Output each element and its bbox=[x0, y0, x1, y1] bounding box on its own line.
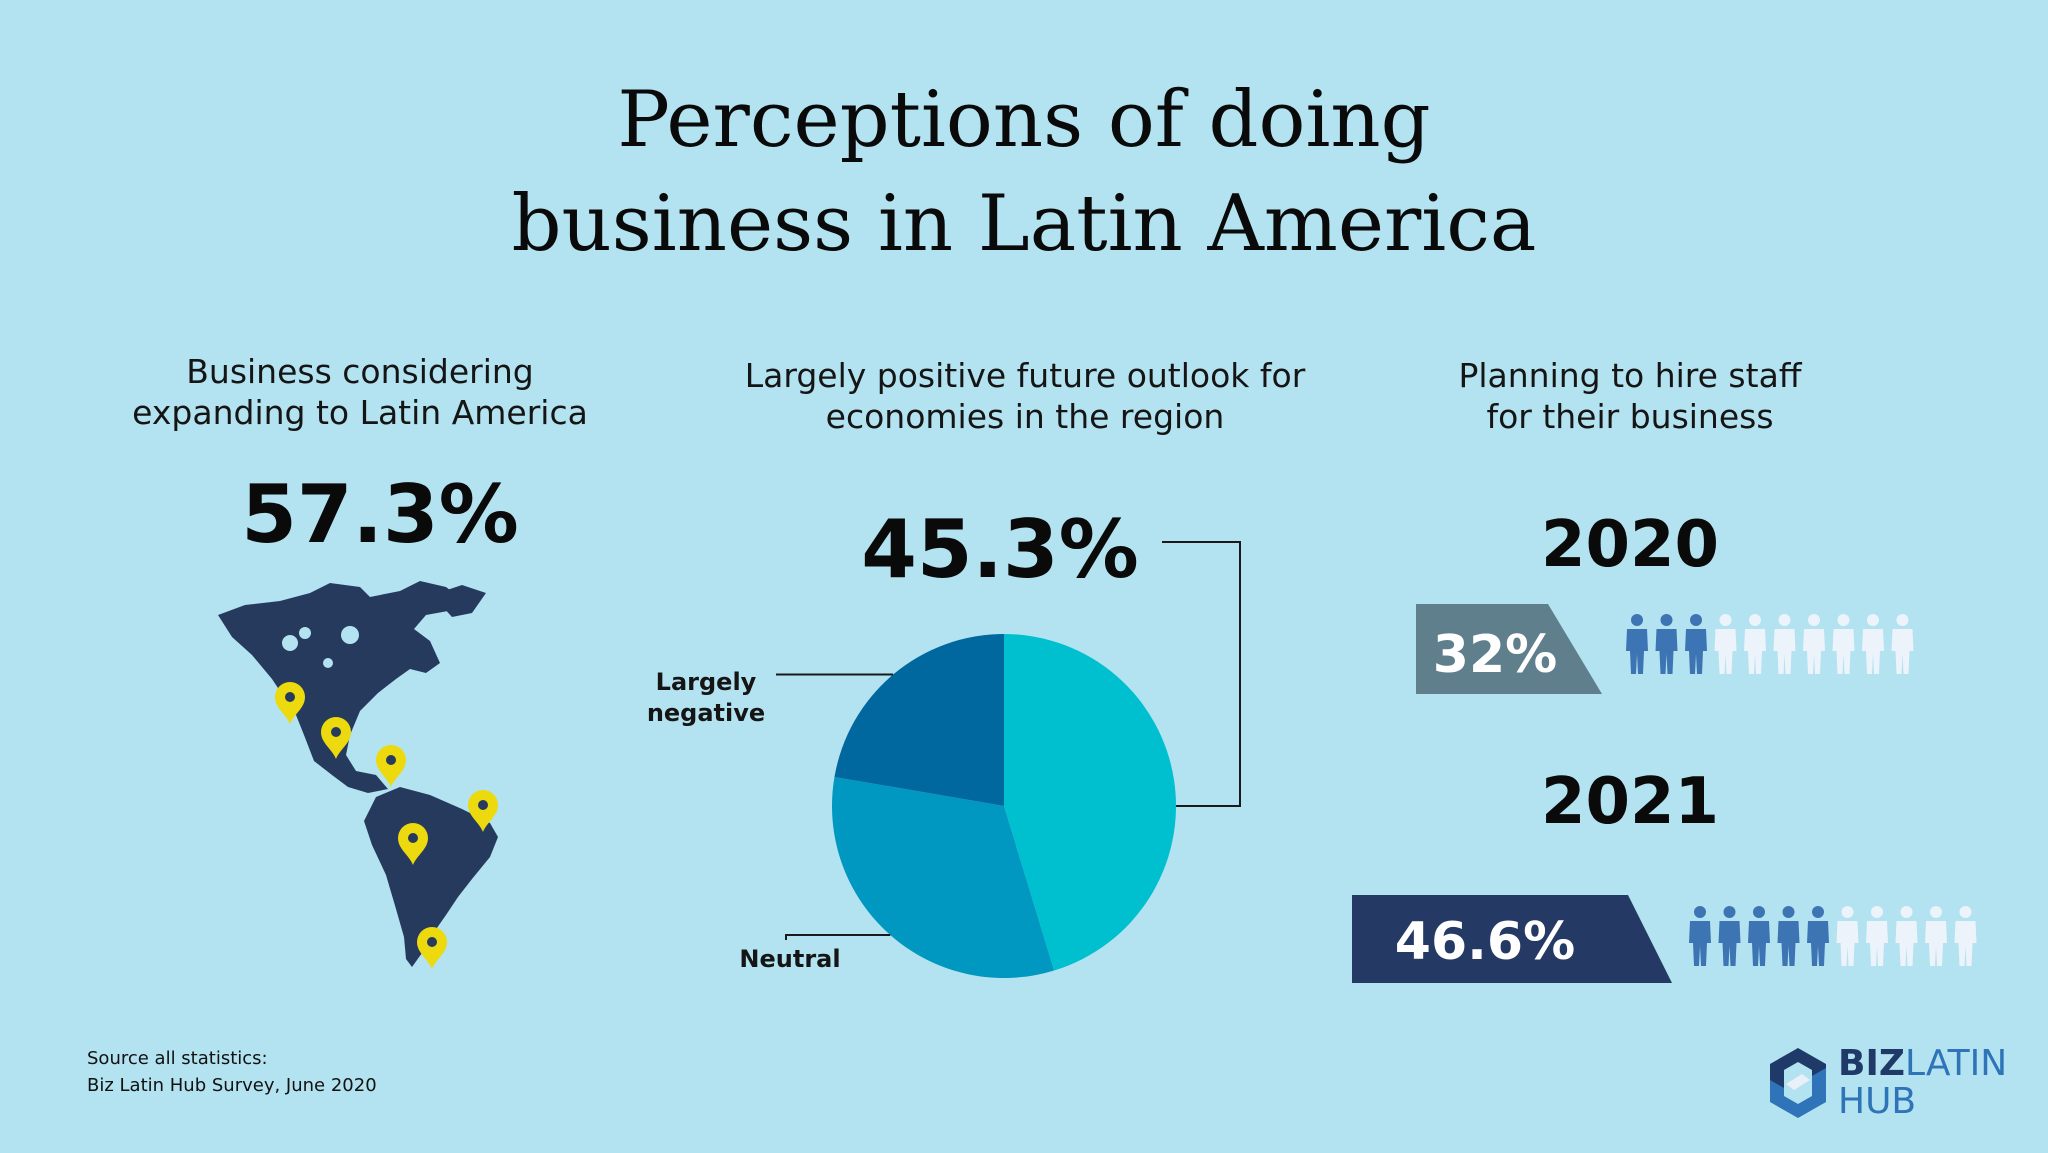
pie-slice-3 bbox=[834, 634, 1004, 806]
map-lake-2 bbox=[299, 627, 311, 639]
person-icon-2020-1 bbox=[1626, 614, 1648, 674]
logo-wordmark: BIZLATIN HUB bbox=[1838, 1046, 2007, 1120]
greenland-shape bbox=[432, 585, 486, 617]
map-lake-3 bbox=[341, 626, 359, 644]
map-lake-4 bbox=[323, 658, 333, 668]
left-subtitle-line-1: Business considering bbox=[186, 352, 534, 391]
left-subtitle-line-2: expanding to Latin America bbox=[132, 393, 588, 432]
percent-2021-label: 46.6% bbox=[1394, 912, 1576, 972]
location-pin-icon-2 bbox=[321, 717, 351, 759]
person-icon-2020-6 bbox=[1773, 614, 1796, 674]
map-lake-1 bbox=[282, 635, 298, 651]
pie-label-neutral: Neutral bbox=[739, 945, 841, 973]
pie-label-largely-negative: Largely negative bbox=[646, 668, 766, 727]
person-icon-2020-8 bbox=[1832, 614, 1855, 674]
left-value: 57.3% bbox=[241, 468, 519, 561]
title-line-1: Perceptions of doing bbox=[617, 75, 1431, 165]
location-pin-dot-1 bbox=[285, 692, 295, 702]
page-title: Perceptions of doing business in Latin A… bbox=[0, 68, 2048, 276]
person-icon-2020-7 bbox=[1803, 614, 1825, 674]
right-subtitle: Planning to hire staff for their busines… bbox=[1420, 355, 1840, 437]
americas-map bbox=[218, 581, 498, 969]
pie-slice-2 bbox=[832, 776, 1055, 978]
location-pin-dot-3 bbox=[386, 755, 396, 765]
south-america-shape bbox=[364, 787, 498, 967]
year-2020-label: 2020 bbox=[1540, 508, 1720, 582]
north-america-shape bbox=[218, 581, 462, 793]
person-icon-2021-1 bbox=[1689, 906, 1711, 966]
americas-map-shape bbox=[218, 581, 498, 967]
source-line-2: Biz Latin Hub Survey, June 2020 bbox=[87, 1075, 377, 1096]
person-icon-2021-10 bbox=[1954, 906, 1977, 966]
logo-text-biz: BIZ bbox=[1838, 1043, 1905, 1084]
location-pin-icon-5 bbox=[398, 823, 428, 865]
right-subtitle-line-2: for their business bbox=[1486, 397, 1774, 436]
location-pin-dot-6 bbox=[427, 937, 437, 947]
location-pin-icon-1 bbox=[275, 682, 305, 724]
location-pin-icon-3 bbox=[376, 745, 406, 787]
pie-slice-1 bbox=[1004, 634, 1176, 971]
person-icon-2020-10 bbox=[1891, 614, 1914, 674]
source-line-1: Source all statistics: bbox=[87, 1048, 268, 1069]
person-icon-2021-8 bbox=[1895, 906, 1918, 966]
year-2021-label: 2021 bbox=[1540, 765, 1720, 839]
person-icon-2021-3 bbox=[1748, 906, 1770, 966]
person-icon-2020-5 bbox=[1744, 614, 1766, 674]
person-icon-2020-3 bbox=[1685, 614, 1707, 674]
percent-2020-label: 32% bbox=[1432, 625, 1558, 685]
pie-leader-positive bbox=[1162, 541, 1241, 807]
person-icon-2021-4 bbox=[1777, 906, 1800, 966]
location-pin-icon-6 bbox=[417, 927, 447, 969]
location-pin-dot-5 bbox=[408, 833, 418, 843]
location-pin-dot-4 bbox=[478, 800, 488, 810]
middle-subtitle: Largely positive future outlook for econ… bbox=[720, 355, 1330, 437]
source-note: Source all statistics: Biz Latin Hub Sur… bbox=[87, 1045, 377, 1099]
middle-subtitle-line-2: economies in the region bbox=[825, 397, 1225, 436]
location-pins bbox=[275, 682, 498, 969]
person-icon-2021-2 bbox=[1718, 906, 1741, 966]
logo-text-hub: HUB bbox=[1838, 1081, 1917, 1122]
person-icon-2021-6 bbox=[1836, 906, 1859, 966]
person-icon-2021-5 bbox=[1807, 906, 1829, 966]
percent-banner-2021 bbox=[1352, 895, 1672, 983]
person-icon-2020-9 bbox=[1862, 614, 1884, 674]
pie-value-label: 45.3% bbox=[861, 503, 1139, 596]
title-line-2: business in Latin America bbox=[511, 179, 1537, 269]
logo-text-latin: LATIN bbox=[1904, 1043, 2008, 1084]
person-icon-2020-4 bbox=[1714, 614, 1737, 674]
location-pin-icon-4 bbox=[468, 790, 498, 832]
biz-latin-hub-logo-mark bbox=[1770, 1048, 1826, 1118]
left-subtitle: Business considering expanding to Latin … bbox=[110, 351, 610, 433]
person-icon-2020-2 bbox=[1655, 614, 1678, 674]
pie-leader-neutral bbox=[785, 934, 891, 940]
middle-subtitle-line-1: Largely positive future outlook for bbox=[744, 356, 1306, 395]
person-icon-2021-7 bbox=[1866, 906, 1888, 966]
percent-banner-2020 bbox=[1416, 604, 1602, 694]
right-subtitle-line-1: Planning to hire staff bbox=[1458, 356, 1802, 395]
person-icon-2021-9 bbox=[1925, 906, 1947, 966]
location-pin-dot-2 bbox=[331, 727, 341, 737]
